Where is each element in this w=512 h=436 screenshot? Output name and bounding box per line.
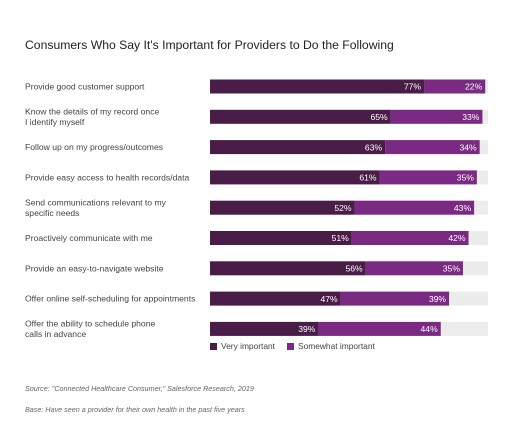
bar-very-important [210, 261, 366, 276]
bar-somewhat-important [424, 79, 486, 94]
data-label-very-important: 77% [404, 82, 422, 92]
data-label-very-important: 47% [320, 294, 338, 304]
source-note: Source: "Connected Healthcare Consumer,"… [25, 384, 254, 393]
data-label-somewhat-important: 35% [457, 173, 475, 183]
category-label: Know the details of my record once [25, 107, 159, 117]
bar-somewhat-important [318, 321, 441, 336]
legend-item-somewhat-important: Somewhat important [287, 341, 375, 351]
bar-somewhat-important [340, 291, 450, 306]
data-label-somewhat-important: 44% [421, 324, 439, 334]
data-label-very-important: 65% [370, 112, 388, 122]
category-label: Provide an easy-to-navigate website [25, 263, 164, 273]
data-label-very-important: 61% [359, 173, 377, 183]
bar-very-important [210, 170, 380, 185]
bar-somewhat-important [390, 109, 483, 124]
category-label: specific needs [25, 208, 79, 218]
data-label-somewhat-important: 39% [429, 294, 447, 304]
bar-very-important [210, 79, 425, 94]
category-label: Send communications relevant to my [25, 197, 167, 207]
data-label-somewhat-important: 43% [454, 203, 472, 213]
bar-somewhat-important [365, 261, 463, 276]
bar-very-important [210, 140, 386, 155]
data-label-somewhat-important: 42% [448, 233, 466, 243]
data-label-somewhat-important: 34% [459, 142, 477, 152]
bar-somewhat-important [354, 200, 475, 215]
data-label-very-important: 63% [365, 142, 383, 152]
bar-very-important [210, 321, 319, 336]
legend-swatch-very-important [210, 342, 217, 350]
category-label: Provide good customer support [25, 82, 145, 92]
data-label-somewhat-important: 33% [462, 112, 480, 122]
legend-item-very-important: Very important [210, 341, 275, 351]
category-label: Provide easy access to health records/da… [25, 172, 190, 182]
bar-somewhat-important [385, 140, 480, 155]
legend-label-very-important: Very important [221, 341, 275, 351]
bar-very-important [210, 231, 352, 245]
data-label-somewhat-important: 22% [465, 82, 483, 92]
data-label-very-important: 56% [345, 264, 363, 274]
chart-title: Consumers Who Say It's Important for Pro… [25, 38, 394, 52]
category-label: Follow up on my progress/outcomes [25, 142, 163, 152]
category-label: Proactively communicate with me [25, 233, 153, 243]
category-label: I identify myself [25, 117, 85, 127]
base-note: Base: Have seen a provider for their own… [25, 405, 245, 414]
data-label-very-important: 51% [332, 233, 350, 243]
data-label-very-important: 39% [298, 324, 316, 334]
bar-very-important [210, 291, 341, 306]
legend-label-somewhat-important: Somewhat important [298, 341, 375, 351]
category-label: calls in advance [25, 329, 86, 339]
bar-somewhat-important [379, 170, 477, 185]
legend: Very important Somewhat important [210, 341, 375, 351]
bar-somewhat-important [351, 231, 469, 245]
category-label: Offer online self-scheduling for appoint… [25, 294, 195, 304]
data-label-somewhat-important: 35% [443, 264, 461, 274]
category-label: Offer the ability to schedule phone [25, 319, 155, 329]
bar-very-important [210, 200, 355, 215]
bar-very-important [210, 109, 391, 124]
data-label-very-important: 52% [334, 203, 352, 213]
legend-swatch-somewhat-important [287, 342, 294, 350]
